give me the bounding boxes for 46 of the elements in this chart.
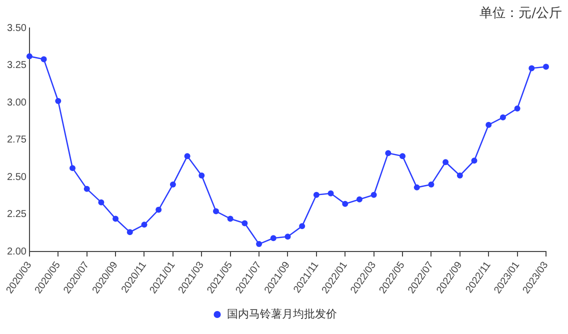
point (70, 165, 76, 172)
point (486, 122, 492, 128)
point (528, 65, 535, 72)
point (227, 216, 234, 222)
y-tick-label: 3.25 (6, 60, 27, 71)
legend-label: 国内马铃薯月均批发价 (226, 308, 337, 321)
y-tick-label: 2.00 (6, 246, 27, 258)
y-tick-label: 3.50 (6, 22, 27, 34)
y-tick-label: 2.75 (6, 134, 27, 146)
point (356, 196, 362, 202)
y-tick-label: 3.00 (6, 97, 27, 108)
point (256, 241, 262, 248)
point (400, 153, 406, 160)
point (543, 64, 549, 70)
point (26, 53, 32, 60)
y-tick-label: 2.25 (6, 209, 27, 220)
point (442, 159, 449, 166)
point (112, 216, 119, 222)
point (242, 220, 248, 226)
point (212, 208, 219, 214)
point (84, 186, 90, 192)
point (514, 105, 520, 112)
point (156, 206, 162, 213)
text: 单位：元/公斤 (480, 5, 562, 22)
point (198, 172, 205, 179)
point (299, 223, 306, 230)
point (414, 184, 420, 190)
point (456, 172, 463, 179)
point (471, 158, 478, 164)
point (270, 235, 276, 242)
point (284, 234, 291, 240)
point (98, 199, 104, 206)
point (126, 229, 133, 236)
point (428, 181, 434, 188)
point (55, 98, 62, 104)
point (370, 192, 377, 198)
point (170, 181, 176, 188)
point (141, 222, 148, 228)
point (328, 190, 334, 196)
point (500, 114, 506, 120)
point (40, 56, 47, 62)
y-tick-label: 2.50 (6, 172, 27, 183)
point (184, 153, 190, 160)
point (313, 192, 320, 198)
point (342, 200, 348, 207)
point (385, 150, 392, 156)
